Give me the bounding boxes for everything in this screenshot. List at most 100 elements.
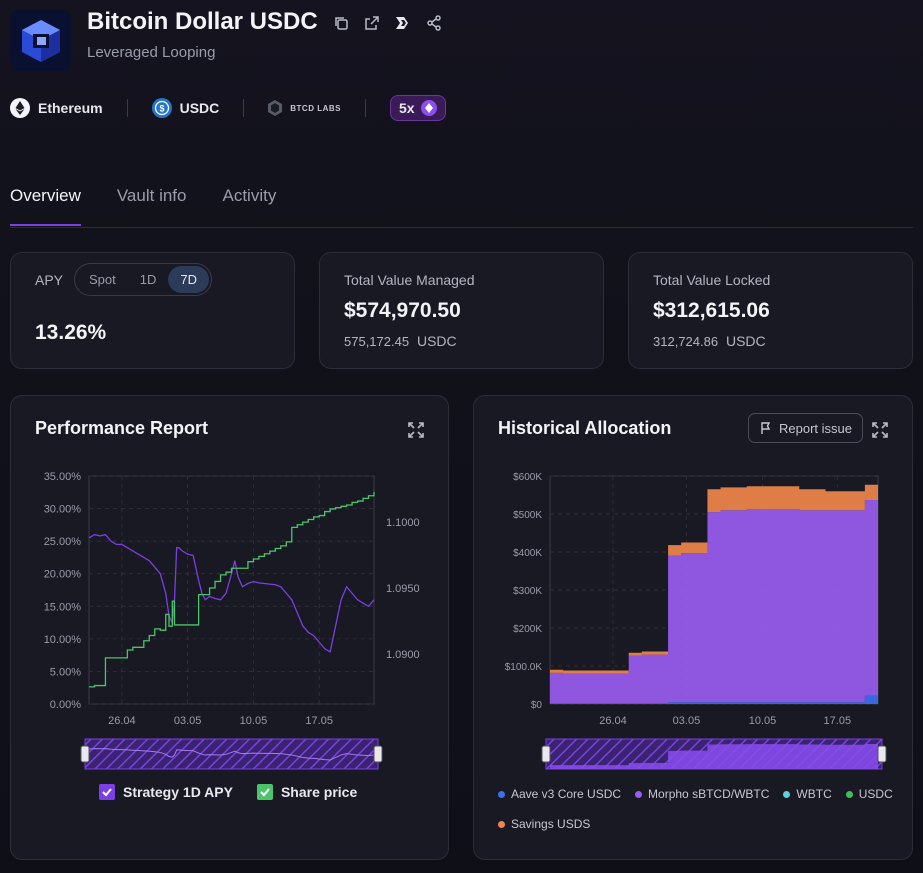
legend-label: Strategy 1D APY <box>123 784 233 800</box>
leverage-badge[interactable]: 5x <box>389 95 446 121</box>
allocation-chart: 26.04 03.05 10.05 17.05 $600K $500K $400K $300K… <box>505 472 887 770</box>
x-tick-label: 26.04 <box>108 715 136 727</box>
y-tick-label: $400K <box>513 548 542 559</box>
asset-label: USDC <box>179 100 220 116</box>
y-left-tick-label: 15.00% <box>44 601 82 613</box>
curator-label: BTCD LABS <box>290 103 341 113</box>
legend-label: Aave v3 Core USDC <box>511 787 622 801</box>
apy-option-7d[interactable]: 7D <box>168 266 209 293</box>
legend-label: WBTC <box>796 787 832 801</box>
area-morpho-sbtcd-wbtc <box>550 499 878 704</box>
range-handle-left <box>541 745 551 763</box>
vault-subtitle: Leveraged Looping <box>87 44 216 61</box>
network-chip[interactable]: Ethereum <box>10 98 103 118</box>
range-slider <box>84 738 379 770</box>
legend-label: Savings USDS <box>511 817 591 831</box>
tvm-label: Total Value Managed <box>344 272 475 288</box>
tvm-sub-unit: USDC <box>416 333 457 349</box>
legend-label: USDC <box>858 787 893 801</box>
y-tick-label: $200K <box>513 624 542 635</box>
checkbox-icon <box>99 784 115 800</box>
expand-icon[interactable] <box>871 421 889 439</box>
apy-option-1d[interactable]: 1D <box>139 272 157 287</box>
x-tick-label: 17.05 <box>305 715 333 727</box>
btcd-labs-icon <box>268 100 283 116</box>
tvl-card: Total Value Locked $312,615.06 312,724.8… <box>628 252 913 369</box>
legend-dot <box>845 790 853 798</box>
legend-wbtc[interactable]: WBTC <box>783 787 832 801</box>
checkbox-icon <box>256 784 273 800</box>
legend-dot <box>783 790 791 798</box>
share-icon[interactable] <box>425 14 443 32</box>
legend-savings-usds[interactable]: Savings USDS <box>498 817 590 831</box>
performance-panel: Performance Report 26.04 03.05 10.05 17.05 3… <box>10 395 449 860</box>
divider <box>364 99 366 117</box>
range-handle-left <box>80 745 90 763</box>
tab-vault-info[interactable]: Vault info <box>116 186 187 205</box>
legend-dot <box>635 790 643 798</box>
y-left-tick-label: 30.00% <box>44 504 82 516</box>
tvm-card: Total Value Managed $574,970.50 575,172.… <box>319 252 604 369</box>
y-right-tick-label: 1.1000 <box>386 517 420 529</box>
legend-dot <box>498 820 505 828</box>
apy-label: APY <box>35 272 64 288</box>
y-left-tick-label: 0.00% <box>50 699 81 711</box>
y-tick-label: $300K <box>513 586 542 597</box>
series-line-strategy-1d-apy <box>88 533 375 653</box>
apy-option-spot[interactable]: Spot <box>89 272 116 287</box>
y-tick-label: $100.0K <box>505 662 543 673</box>
performance-title: Performance Report <box>35 418 209 438</box>
report-issue-label: Report issue <box>779 420 852 436</box>
legend-usdc[interactable]: USDC <box>845 787 893 801</box>
vault-meta: Ethereum $ USDC BTCD LABS 5x <box>10 95 446 121</box>
diamond-icon <box>420 100 437 116</box>
divider <box>243 99 245 117</box>
y-tick-label: $0 <box>531 700 543 711</box>
tvl-sub-unit: USDC <box>725 333 766 349</box>
legend-share-price[interactable]: Share price <box>256 784 358 800</box>
tab-bar: Overview Vault info Activity <box>10 186 276 226</box>
legend-aave[interactable]: Aave v3 Core USDC <box>498 787 621 801</box>
range-handle-right <box>373 745 383 763</box>
range-handle-right <box>877 745 887 763</box>
allocation-legend: Aave v3 Core USDC Morpho sBTCD/WBTC WBTC… <box>498 787 898 831</box>
range-mini-area <box>550 743 878 769</box>
area-aave-v3-core-usdc <box>550 695 878 704</box>
legend-dot <box>498 790 505 798</box>
brand-logo-icon[interactable] <box>394 14 412 32</box>
curator-chip[interactable]: BTCD LABS <box>268 100 341 116</box>
y-left-tick-label: 5.00% <box>50 666 81 678</box>
legend-strategy-apy[interactable]: Strategy 1D APY <box>99 784 233 800</box>
expand-icon[interactable] <box>407 421 425 439</box>
title-actions <box>332 14 443 32</box>
tvm-sub: 575,172.45 USDC <box>344 333 457 349</box>
ethereum-icon <box>10 98 30 118</box>
tab-divider <box>10 227 913 228</box>
x-tick-label: 10.05 <box>749 715 777 727</box>
apy-card: APY Spot 1D 7D 13.26% <box>10 252 295 369</box>
allocation-panel: Historical Allocation Report issue 26.04… <box>473 395 913 860</box>
svg-text:$: $ <box>159 104 164 114</box>
tvl-sub-amount: 312,724.86 <box>653 334 719 349</box>
tab-overview[interactable]: Overview <box>10 186 81 226</box>
y-left-tick-label: 10.00% <box>44 634 82 646</box>
copy-icon[interactable] <box>332 14 350 32</box>
legend-morpho[interactable]: Morpho sBTCD/WBTC <box>635 787 769 801</box>
asset-chip[interactable]: $ USDC <box>151 98 220 118</box>
x-tick-label: 03.05 <box>174 715 202 727</box>
tvl-value: $312,615.06 <box>653 299 770 322</box>
external-link-icon[interactable] <box>363 14 381 32</box>
x-tick-label: 10.05 <box>240 715 268 727</box>
flag-icon <box>761 422 771 434</box>
tvm-sub-amount: 575,172.45 <box>344 334 410 349</box>
y-right-tick-label: 1.0950 <box>386 583 420 595</box>
apy-period-toggle: Spot 1D 7D <box>74 263 212 296</box>
network-label: Ethereum <box>38 100 103 116</box>
legend-label: Morpho sBTCD/WBTC <box>648 787 770 801</box>
y-tick-label: $500K <box>513 510 542 521</box>
tab-activity[interactable]: Activity <box>222 186 277 205</box>
legend-label: Share price <box>280 784 358 800</box>
tvl-label: Total Value Locked <box>653 272 771 288</box>
report-issue-button[interactable]: Report issue <box>748 413 863 443</box>
tvl-sub: 312,724.86 USDC <box>653 333 766 349</box>
